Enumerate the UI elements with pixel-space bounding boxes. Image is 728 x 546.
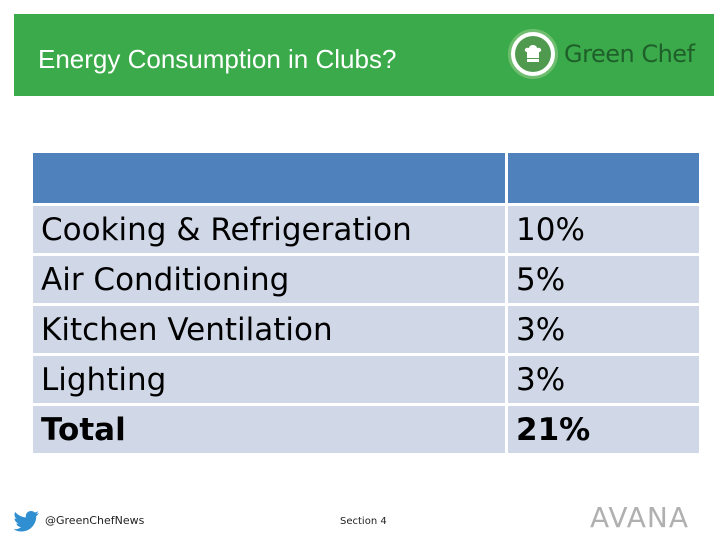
twitter-handle[interactable]: @GreenChefNews: [45, 514, 145, 527]
logo-word-chef: Chef: [641, 40, 695, 68]
total-label: Total: [30, 403, 508, 456]
avana-logo: AVANA: [590, 501, 689, 534]
logo-word-green: Green: [564, 40, 635, 68]
table-row: Air Conditioning 5%: [30, 253, 702, 306]
energy-table: Cooking & Refrigeration 10% Air Conditio…: [30, 150, 702, 456]
table-row: Kitchen Ventilation 3%: [30, 303, 702, 356]
table-header-cell: [30, 150, 508, 206]
row-label: Cooking & Refrigeration: [30, 203, 508, 256]
green-chef-logo: Green Chef: [508, 26, 695, 82]
logo-wordmark: Green Chef: [564, 40, 695, 68]
table-total-row: Total 21%: [30, 403, 702, 456]
row-value: 10%: [505, 203, 702, 256]
row-label: Air Conditioning: [30, 253, 508, 306]
section-label: Section 4: [340, 516, 387, 527]
slide-title: Energy Consumption in Clubs?: [38, 44, 397, 74]
table-row: Cooking & Refrigeration 10%: [30, 203, 702, 256]
row-value: 5%: [505, 253, 702, 306]
table-row: Lighting 3%: [30, 353, 702, 406]
row-value: 3%: [505, 353, 702, 406]
row-value: 3%: [505, 303, 702, 356]
twitter-bird-icon[interactable]: [14, 510, 40, 532]
total-value: 21%: [505, 403, 702, 456]
chef-hat-icon: [508, 29, 558, 79]
slide-header: Energy Consumption in Clubs? Green Chef: [14, 14, 714, 96]
table-header-cell: [505, 150, 702, 206]
row-label: Kitchen Ventilation: [30, 303, 508, 356]
table-header-row: [30, 150, 702, 206]
row-label: Lighting: [30, 353, 508, 406]
